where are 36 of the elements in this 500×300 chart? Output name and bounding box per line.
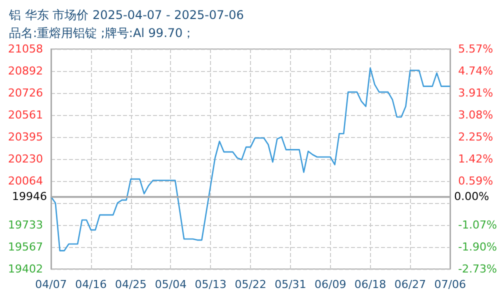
- ref-line-label: 0.00%: [454, 190, 490, 204]
- y2-tick-label: 1.42%: [458, 152, 494, 166]
- x-tick-label: 05/31: [274, 278, 306, 291]
- x-tick-label: 05/04: [154, 278, 187, 291]
- y2-tick-label: 2.25%: [458, 130, 494, 144]
- x-tick-label: 04/07: [35, 278, 67, 291]
- x-tick-label: 07/06: [434, 278, 466, 291]
- x-tick-label: 05/22: [234, 278, 266, 291]
- x-tick-label: 06/27: [394, 278, 426, 291]
- y2-tick-label: -1.90%: [458, 240, 498, 254]
- x-tick-label: 04/25: [114, 278, 147, 291]
- chart-subtitle: 品名:重熔用铝锭 ;牌号:Al 99.70；: [9, 26, 195, 40]
- y-tick-label: 19567: [8, 240, 43, 254]
- y2-tick-label: 4.74%: [458, 64, 494, 78]
- x-tick-label: 04/16: [75, 278, 107, 291]
- y-tick-label: 20064: [8, 174, 43, 188]
- y2-tick-label: 0.59%: [458, 174, 494, 188]
- y-tick-label: 20892: [8, 64, 43, 78]
- line-series: [50, 67, 451, 252]
- y-tick-label: 20230: [8, 152, 43, 166]
- x-tick-label: 05/13: [194, 278, 226, 291]
- x-tick-label: 06/09: [314, 278, 346, 291]
- y2-tick-label: 3.91%: [458, 86, 494, 100]
- y-tick-label: 21058: [8, 42, 43, 56]
- y2-tick-label: -1.07%: [458, 218, 498, 232]
- y-tick-label: 19402: [8, 262, 43, 276]
- y-tick-label: 19733: [8, 218, 43, 232]
- y-tick-label: 20395: [8, 130, 43, 144]
- y2-tick-label: -2.73%: [458, 262, 498, 276]
- y-tick-label: 20726: [8, 86, 43, 100]
- y-tick-label: 20561: [8, 108, 43, 122]
- x-tick-label: 06/18: [354, 278, 386, 291]
- chart-title: 铝 华东 市场价 2025-04-07 - 2025-07-06: [8, 8, 244, 22]
- ref-line-label: 19946: [12, 190, 47, 204]
- y2-tick-label: 3.08%: [458, 108, 494, 122]
- y2-tick-label: 5.57%: [458, 42, 494, 56]
